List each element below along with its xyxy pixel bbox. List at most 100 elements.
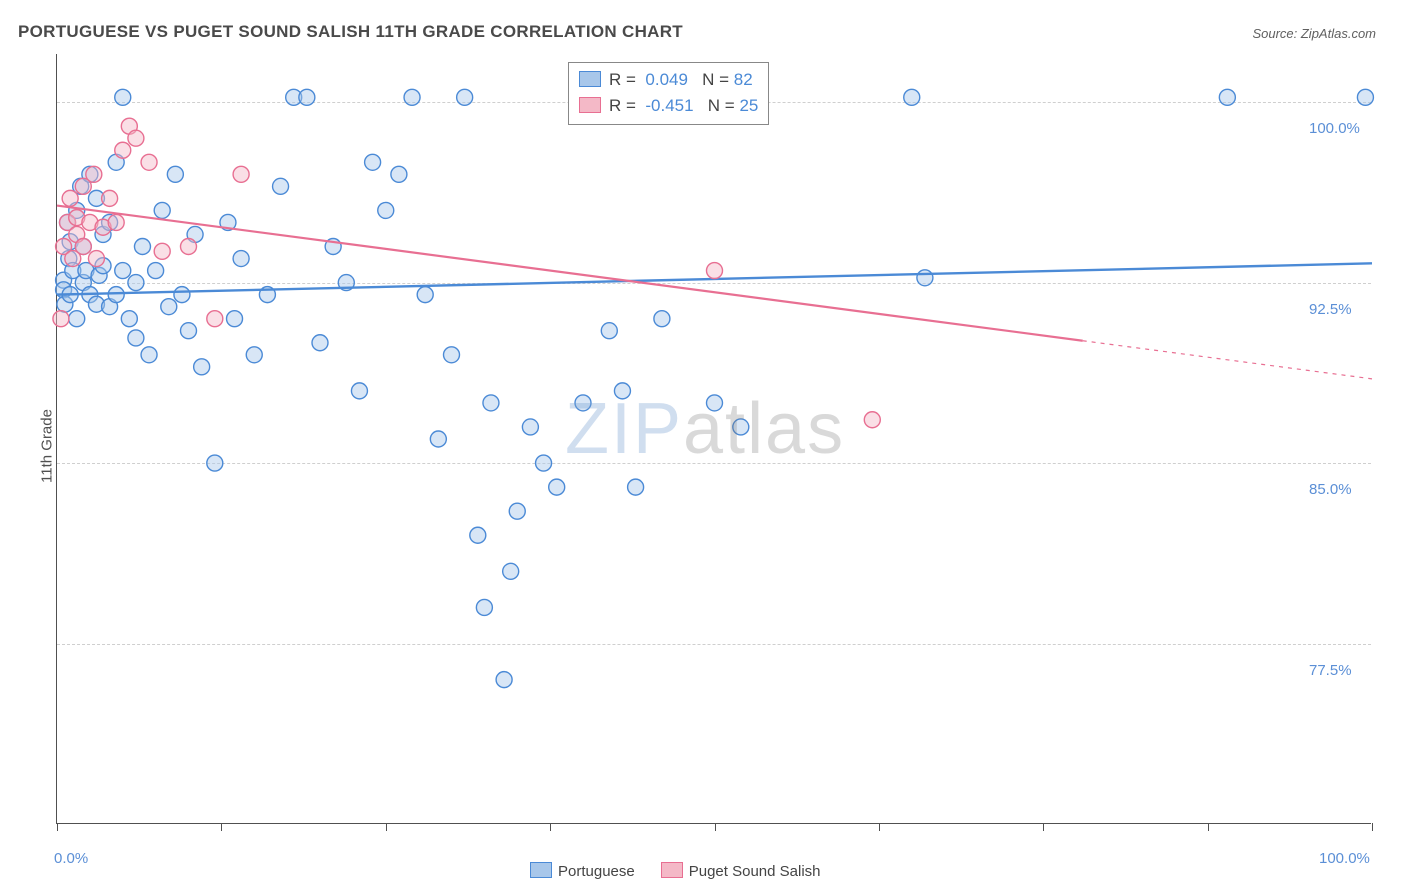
data-point — [141, 347, 157, 363]
data-point — [141, 154, 157, 170]
data-point — [69, 311, 85, 327]
data-point — [444, 347, 460, 363]
data-point — [246, 347, 262, 363]
data-point — [575, 395, 591, 411]
stats-row: R = -0.451 N = 25 — [579, 93, 758, 119]
data-point — [154, 243, 170, 259]
data-point — [95, 219, 111, 235]
data-point — [88, 296, 104, 312]
data-point — [86, 166, 102, 182]
data-point — [549, 479, 565, 495]
data-point — [503, 563, 519, 579]
y-tick-label: 92.5% — [1309, 301, 1352, 318]
data-point — [102, 214, 118, 230]
data-point — [154, 202, 170, 218]
plot-area — [56, 54, 1371, 824]
data-point — [128, 130, 144, 146]
y-tick-label: 77.5% — [1309, 662, 1352, 679]
chart-title: PORTUGUESE VS PUGET SOUND SALISH 11TH GR… — [18, 22, 683, 42]
y-tick-label: 85.0% — [1309, 481, 1352, 498]
data-point — [69, 202, 85, 218]
data-point — [181, 239, 197, 255]
data-point — [61, 251, 77, 267]
data-point — [707, 395, 723, 411]
data-point — [476, 599, 492, 615]
data-point — [82, 166, 98, 182]
data-point — [95, 258, 111, 274]
data-point — [351, 383, 367, 399]
data-point — [496, 672, 512, 688]
data-point — [733, 419, 749, 435]
data-point — [57, 296, 73, 312]
data-point — [273, 178, 289, 194]
data-point — [227, 311, 243, 327]
data-point — [430, 431, 446, 447]
data-point — [73, 178, 89, 194]
data-point — [75, 239, 91, 255]
data-point — [167, 166, 183, 182]
data-point — [378, 202, 394, 218]
data-point — [69, 210, 85, 226]
data-point — [78, 263, 94, 279]
data-point — [614, 383, 630, 399]
data-point — [82, 287, 98, 303]
data-point — [56, 239, 72, 255]
data-point — [522, 419, 538, 435]
data-point — [187, 226, 203, 242]
data-point — [181, 323, 197, 339]
trend-line — [57, 263, 1372, 294]
data-point — [161, 299, 177, 315]
trend-line — [57, 206, 1083, 341]
data-point — [88, 251, 104, 267]
source-label: Source: ZipAtlas.com — [1252, 26, 1376, 41]
data-point — [174, 287, 190, 303]
data-point — [108, 287, 124, 303]
data-point — [233, 251, 249, 267]
data-point — [91, 267, 107, 283]
data-point — [365, 154, 381, 170]
stats-row: R = 0.049 N = 82 — [579, 67, 758, 93]
legend-item: Portuguese — [530, 862, 635, 880]
data-point — [102, 299, 118, 315]
data-point — [121, 118, 137, 134]
data-point — [483, 395, 499, 411]
data-point — [194, 359, 210, 375]
trend-line-extrapolated — [1083, 341, 1372, 379]
data-point — [65, 263, 81, 279]
data-point — [601, 323, 617, 339]
data-point — [65, 251, 81, 267]
data-point — [470, 527, 486, 543]
bottom-legend: Portuguese Puget Sound Salish — [530, 862, 821, 880]
legend-item: Puget Sound Salish — [661, 862, 821, 880]
data-point — [108, 154, 124, 170]
data-point — [325, 239, 341, 255]
stats-legend-box: R = 0.049 N = 82R = -0.451 N = 25 — [568, 62, 769, 125]
data-point — [82, 214, 98, 230]
data-point — [88, 190, 104, 206]
y-axis-label: 11th Grade — [38, 409, 55, 483]
data-point — [128, 330, 144, 346]
data-point — [654, 311, 670, 327]
data-point — [864, 412, 880, 428]
data-point — [148, 263, 164, 279]
data-point — [233, 166, 249, 182]
data-point — [62, 190, 78, 206]
data-point — [60, 214, 76, 230]
data-point — [417, 287, 433, 303]
data-point — [102, 190, 118, 206]
data-point — [121, 311, 137, 327]
data-point — [62, 287, 78, 303]
data-point — [115, 142, 131, 158]
y-tick-label: 100.0% — [1309, 120, 1360, 137]
data-point — [707, 263, 723, 279]
data-point — [115, 263, 131, 279]
data-point — [108, 214, 124, 230]
data-point — [69, 226, 85, 242]
data-point — [56, 282, 72, 298]
data-point — [75, 178, 91, 194]
data-point — [509, 503, 525, 519]
data-point — [60, 214, 76, 230]
data-point — [53, 311, 69, 327]
data-point — [207, 311, 223, 327]
data-point — [95, 226, 111, 242]
